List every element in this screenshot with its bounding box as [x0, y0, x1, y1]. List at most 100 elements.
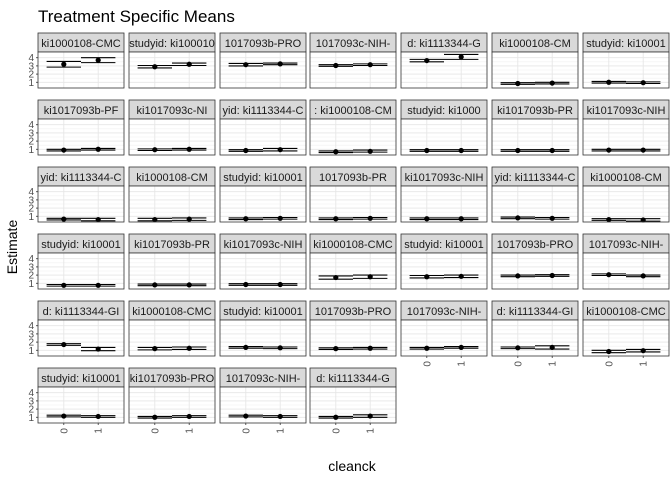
estimate-point	[606, 79, 612, 85]
estimate-point	[549, 215, 555, 221]
panel-border	[491, 185, 579, 223]
y-tick-label: 1	[28, 346, 34, 357]
y-tick-label: 3	[28, 262, 34, 273]
y-tick-label: 4	[28, 321, 34, 332]
x-tick-label: 0	[331, 428, 342, 434]
estimate-point	[367, 62, 373, 68]
facet-strip-label: ki1017093c-NIH	[405, 172, 484, 184]
estimate-point	[606, 348, 612, 355]
facet-strip-label: yid: ki1113344-C	[41, 172, 122, 184]
facet-strip-label: ki1017093c-NIH	[224, 239, 303, 251]
estimate-point	[424, 147, 430, 154]
facet-strip-label: studyid: ki10001	[223, 306, 303, 318]
estimate-point	[367, 345, 373, 351]
facet-strip-label: studyid: ki10001	[586, 38, 666, 50]
y-tick-label: 3	[28, 329, 34, 340]
panel-border	[309, 319, 397, 357]
y-tick-label: 1	[28, 145, 34, 156]
facet-strip-label: ki1017093b-PF	[44, 105, 119, 117]
estimate-point	[606, 216, 612, 223]
facet-strip-label: ki1000108-CM	[136, 172, 208, 184]
facet-panel: ki1017093b-PR	[491, 99, 579, 156]
y-tick-label: 2	[28, 70, 34, 81]
estimate-point	[333, 346, 339, 352]
panel-border	[309, 185, 397, 223]
estimate-point	[640, 147, 646, 153]
facet-panel: ki1000108-CMC 0 1	[582, 300, 670, 367]
estimate-point	[424, 216, 430, 222]
facet-panel: ki1017093c-NIH	[219, 233, 307, 290]
estimate-point	[549, 80, 555, 86]
y-tick-label: 2	[28, 271, 34, 282]
x-tick-label: 0	[150, 428, 161, 434]
estimate-point	[277, 345, 283, 351]
facet-panel: studyid: ki10001	[219, 300, 307, 357]
estimate-point	[243, 62, 249, 68]
estimate-point	[277, 413, 283, 420]
y-tick-label: 2	[28, 137, 34, 148]
facet-strip-label: studyid: ki10001	[404, 239, 484, 251]
facet-strip-label: 1017093b-PRO	[315, 306, 392, 318]
panel-border	[37, 185, 125, 223]
panel-border	[128, 319, 216, 357]
facet-strip-label: ki1000108-CM	[590, 172, 662, 184]
facet-strip-label: ki1017093b-PRO	[130, 373, 215, 385]
x-tick-label: 0	[59, 428, 70, 434]
facet-panel: ki1000108-CM	[582, 166, 670, 223]
facet-strip-label: 1017093b-PRO	[225, 38, 302, 50]
estimate-point	[61, 147, 67, 153]
estimate-point	[152, 147, 158, 153]
panel-border	[400, 51, 488, 89]
estimate-point	[424, 345, 430, 351]
estimate-point	[606, 147, 612, 153]
facet-strip-label: 1017093c-NIH-	[316, 38, 391, 50]
x-tick-label: 1	[639, 361, 650, 367]
estimate-point	[152, 216, 158, 223]
x-axis-title: cleanck	[328, 458, 376, 474]
facet-panel: d: ki1113344-G 0 1	[309, 367, 397, 434]
y-tick-label: 2	[28, 204, 34, 215]
estimate-point	[152, 64, 158, 70]
estimate-point	[243, 147, 249, 154]
panel-border	[219, 252, 307, 290]
estimate-point	[152, 414, 158, 420]
estimate-point	[61, 216, 67, 222]
estimate-point	[95, 413, 101, 420]
panel-border	[400, 185, 488, 223]
estimate-point	[95, 346, 101, 352]
estimate-point	[277, 281, 283, 288]
panel-border	[309, 118, 397, 156]
facet-strip-label: yid: ki1113344-C	[223, 105, 304, 117]
estimate-point	[277, 61, 283, 67]
estimate-point	[333, 414, 339, 420]
facet-panel: 1017093b-PR	[309, 166, 397, 223]
panel-border	[37, 118, 125, 156]
panel-border	[582, 185, 670, 223]
estimate-point	[152, 346, 158, 352]
facet-panel: ki1000108-CMC	[128, 300, 216, 357]
panel-border	[309, 252, 397, 290]
estimate-point	[515, 273, 521, 279]
panel-border	[128, 185, 216, 223]
facet-panel: ki1017093c-NIH	[582, 99, 670, 156]
panel-border	[37, 51, 125, 89]
x-tick-label: 1	[366, 428, 377, 434]
facet-panel: ki1017093b-PRO 0 1	[128, 367, 216, 434]
y-tick-label: 3	[28, 128, 34, 139]
facet-panel: 1017093c-NIH- 0 1	[219, 367, 307, 434]
y-tick-label: 4	[28, 254, 34, 265]
x-tick-label: 1	[457, 361, 468, 367]
panel-border	[582, 51, 670, 89]
facet-strip-label: ki1000108-CMC	[132, 306, 212, 318]
estimate-point	[186, 413, 192, 420]
panel-border	[219, 386, 307, 424]
facet-panel: 1017093c-NIH-	[309, 32, 397, 89]
y-tick-label: 2	[28, 405, 34, 416]
x-tick-label: 0	[604, 361, 615, 367]
facet-strip-label: 1017093c-NIH-	[589, 239, 664, 251]
estimate-point	[95, 146, 101, 152]
y-tick-label: 2	[28, 338, 34, 349]
